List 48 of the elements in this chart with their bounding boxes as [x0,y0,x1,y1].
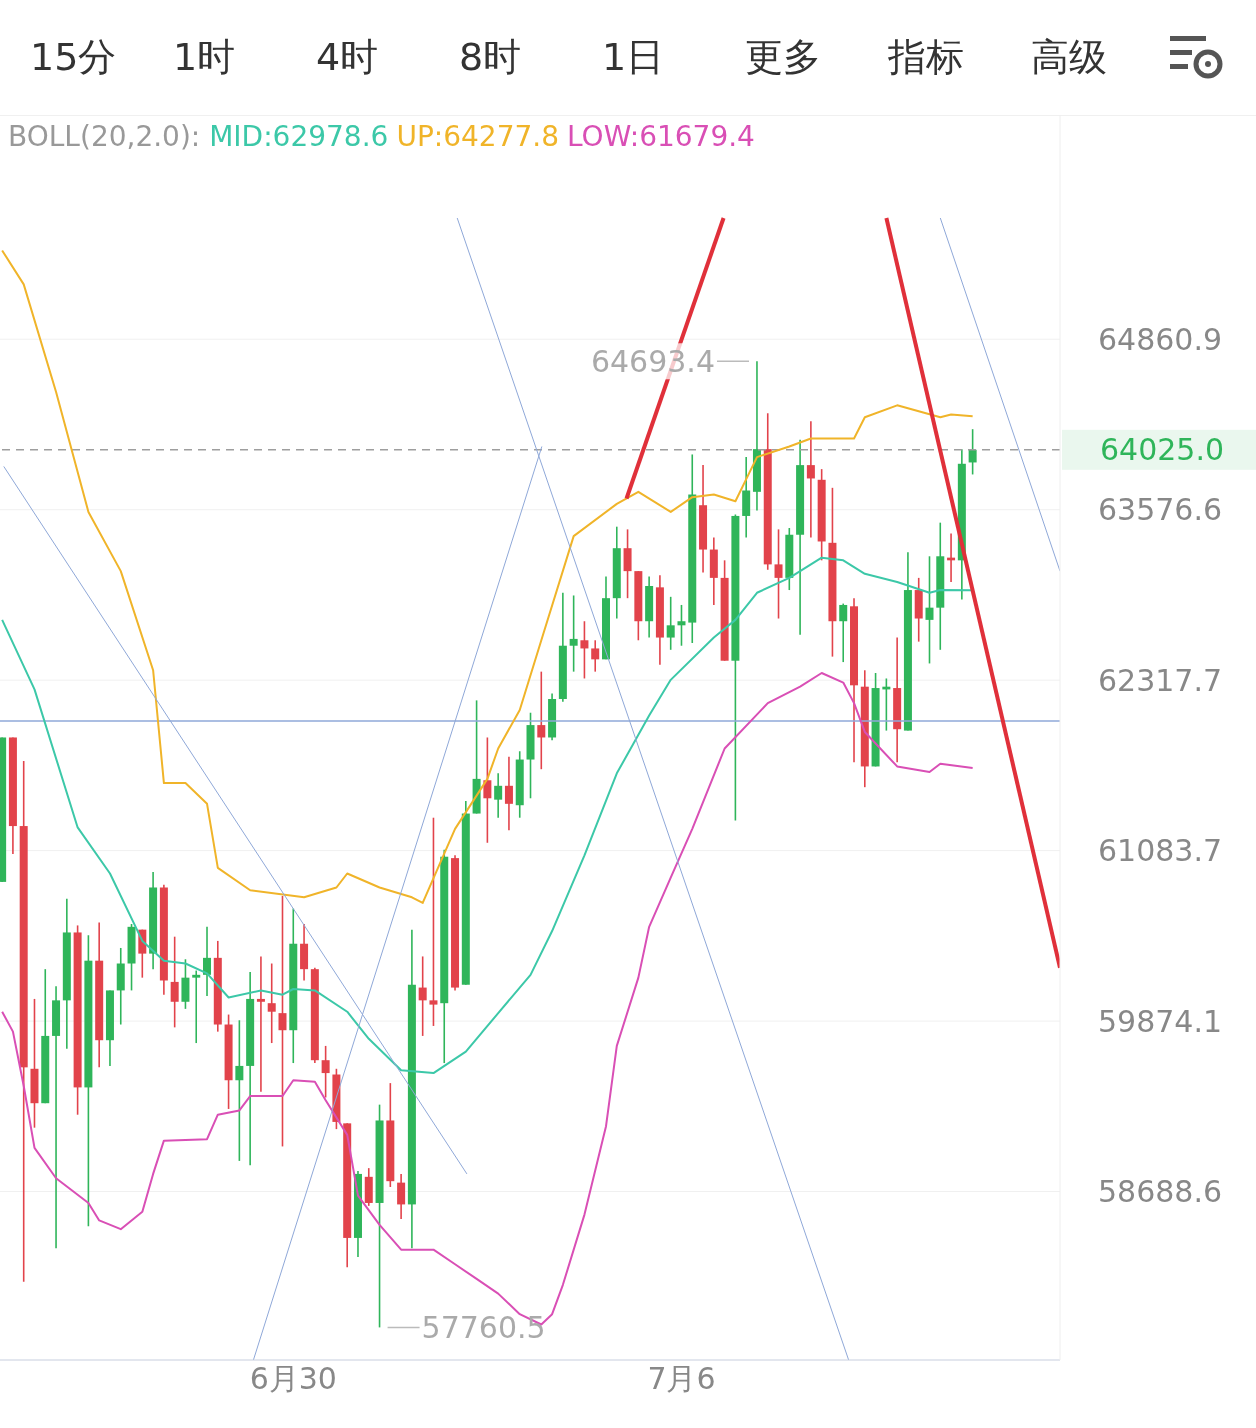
text: 1时 [173,34,236,81]
text: 4时 [316,34,379,81]
candlestick [170,935,179,1029]
y-tick-label: 64860.9 [1098,321,1223,357]
candlestick [623,528,632,599]
y-tick-label: 61083.7 [1098,833,1223,869]
candlestick [591,639,600,673]
ref-line-label: 64025.0 [1100,432,1225,468]
candlestick [839,602,848,663]
candlestick [483,736,492,844]
text: 指标 [888,34,964,81]
candlestick [806,420,815,539]
text: 15分 [30,34,117,81]
text: LOW:61679.4 [567,120,755,153]
candlestick [666,596,675,651]
y-tick-label: 58688.6 [1098,1174,1223,1210]
candlestick [504,755,513,832]
candlestick [418,955,427,1037]
candlestick [429,816,438,1027]
candlestick [580,620,589,680]
text: 高级 [1031,34,1107,81]
text: UP:64277.8 [396,120,560,153]
candlestick [925,555,934,665]
candlestick [235,1019,244,1162]
legend-title: BOLL(20,2.0): [8,120,202,153]
y-tick-label: 62317.7 [1098,662,1223,698]
candlestick [256,955,265,1093]
candlestick [321,1045,330,1099]
text: 1日 [602,34,665,81]
y-tick-label: 63576.6 [1098,492,1223,528]
candlestick [267,962,276,1044]
annotation: 64693.4 [590,343,715,379]
candlestick [569,594,578,673]
text: 8时 [459,34,522,81]
candlestick [677,604,686,647]
text: MID:62978.6 [209,120,389,153]
text: 更多 [745,34,821,81]
candlestick [278,895,287,1148]
y-tick-label: 59874.1 [1098,1003,1223,1039]
candlestick [192,969,201,1044]
candlestick [494,772,503,819]
annotation: 57760.5 [421,1309,546,1345]
candlestick [537,670,546,770]
candlestick [397,1173,406,1220]
x-tick-label: 7月6 [647,1361,716,1397]
x-tick-label: 6月30 [249,1361,337,1397]
candlestick [203,926,212,997]
candlestick [774,528,783,620]
